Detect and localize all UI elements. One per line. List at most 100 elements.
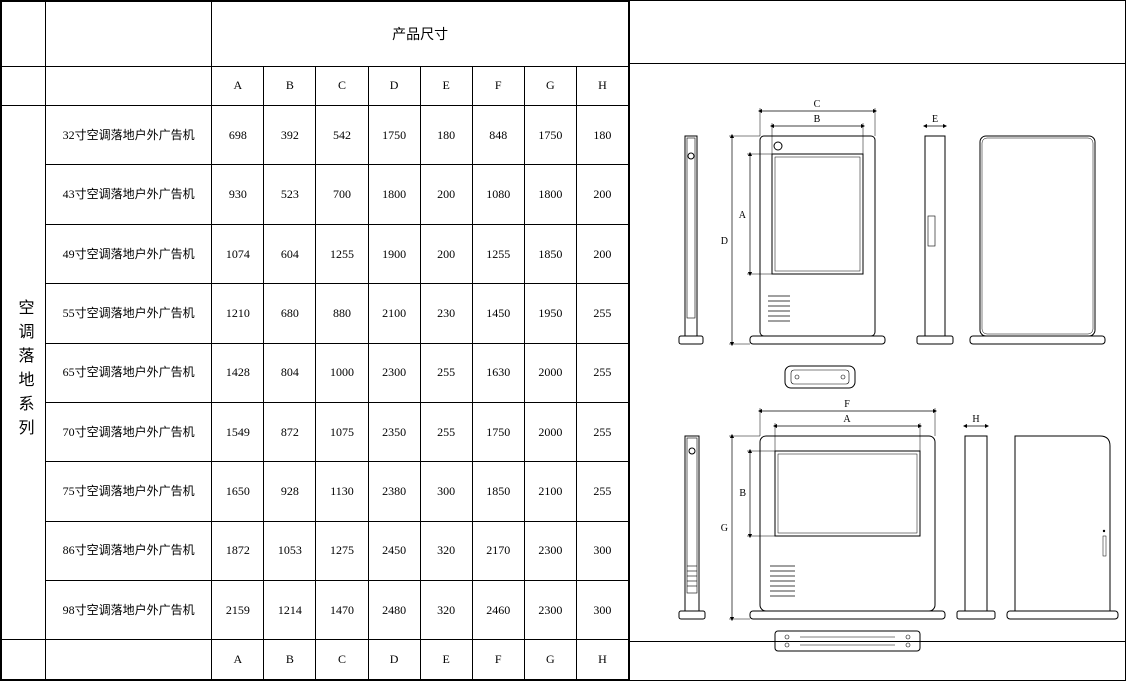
dim-cell: 1950	[524, 284, 576, 343]
blank-cell	[46, 2, 212, 67]
dim-cell: 1630	[472, 343, 524, 402]
col-header: F	[472, 66, 524, 106]
dim-label-b2: B	[739, 488, 746, 499]
product-name: 70寸空调落地户外广告机	[46, 402, 212, 461]
dim-cell: 680	[264, 284, 316, 343]
dim-cell: 1080	[472, 165, 524, 224]
col-footer: B	[264, 640, 316, 680]
dim-cell: 255	[576, 284, 628, 343]
dim-cell: 604	[264, 224, 316, 283]
title-row: 产品尺寸	[2, 2, 629, 67]
table-title: 产品尺寸	[212, 2, 629, 67]
dim-cell: 1130	[316, 462, 368, 521]
product-diagrams: C B A D	[630, 1, 1125, 682]
dim-cell: 2450	[368, 521, 420, 580]
dim-cell: 804	[264, 343, 316, 402]
dim-cell: 1800	[368, 165, 420, 224]
col-footer: A	[212, 640, 264, 680]
dim-cell: 200	[576, 165, 628, 224]
dim-cell: 1872	[212, 521, 264, 580]
portrait-front-view: C B A D	[721, 99, 885, 344]
dim-cell: 2300	[368, 343, 420, 402]
dim-cell: 880	[316, 284, 368, 343]
dim-cell: 2480	[368, 581, 420, 640]
dim-cell: 255	[576, 343, 628, 402]
dim-label-b: B	[814, 114, 821, 125]
dim-cell: 1075	[316, 402, 368, 461]
col-header: B	[264, 66, 316, 106]
dim-cell: 2100	[368, 284, 420, 343]
product-name: 65寸空调落地户外广告机	[46, 343, 212, 402]
dim-cell: 1450	[472, 284, 524, 343]
dim-cell: 1750	[524, 106, 576, 165]
product-name: 75寸空调落地户外广告机	[46, 462, 212, 521]
dim-cell: 1275	[316, 521, 368, 580]
portrait-back-side: E	[917, 114, 953, 344]
dim-cell: 230	[420, 284, 472, 343]
blank-cell	[2, 640, 46, 680]
dim-cell: 1210	[212, 284, 264, 343]
table-row: 55寸空调落地户外广告机 1210 680 880 2100 230 1450 …	[2, 284, 629, 343]
dim-cell: 1900	[368, 224, 420, 283]
product-name: 32寸空调落地户外广告机	[46, 106, 212, 165]
dim-cell: 2159	[212, 581, 264, 640]
category-label: 空调落地系列	[12, 299, 36, 443]
dim-label-h: H	[972, 414, 979, 425]
dim-cell: 700	[316, 165, 368, 224]
dim-cell: 523	[264, 165, 316, 224]
col-header: E	[420, 66, 472, 106]
table-row: 49寸空调落地户外广告机 1074 604 1255 1900 200 1255…	[2, 224, 629, 283]
dim-cell: 2300	[524, 581, 576, 640]
dim-label-g: G	[721, 523, 728, 534]
col-footer: F	[472, 640, 524, 680]
dim-cell: 320	[420, 521, 472, 580]
dim-cell: 1255	[316, 224, 368, 283]
col-footer: H	[576, 640, 628, 680]
col-footer: E	[420, 640, 472, 680]
dim-cell: 1255	[472, 224, 524, 283]
dim-cell: 2100	[524, 462, 576, 521]
dim-cell: 1470	[316, 581, 368, 640]
blank-cell	[46, 66, 212, 106]
product-name: 98寸空调落地户外广告机	[46, 581, 212, 640]
landscape-front-view: F A B G	[721, 399, 945, 619]
dim-cell: 872	[264, 402, 316, 461]
dim-cell: 255	[576, 462, 628, 521]
dim-label-a2: A	[843, 414, 851, 425]
dim-label-a: A	[739, 210, 747, 221]
blank-cell	[46, 640, 212, 680]
dim-cell: 698	[212, 106, 264, 165]
dim-cell: 200	[420, 165, 472, 224]
portrait-kiosk-group: C B A D	[679, 99, 1105, 388]
dim-cell: 180	[576, 106, 628, 165]
product-name: 43寸空调落地户外广告机	[46, 165, 212, 224]
blank-cell	[2, 66, 46, 106]
dim-cell: 1428	[212, 343, 264, 402]
dim-cell: 2350	[368, 402, 420, 461]
spec-table: 产品尺寸 A B C D E F G H 空调落地系列 32寸空调落地户外广告机…	[1, 1, 629, 680]
dim-cell: 1800	[524, 165, 576, 224]
dim-cell: 255	[576, 402, 628, 461]
col-footer: C	[316, 640, 368, 680]
dim-cell: 392	[264, 106, 316, 165]
dim-cell: 1750	[472, 402, 524, 461]
dim-cell: 1650	[212, 462, 264, 521]
table-row: 空调落地系列 32寸空调落地户外广告机 698 392 542 1750 180…	[2, 106, 629, 165]
dim-cell: 928	[264, 462, 316, 521]
landscape-back-side: H	[957, 414, 995, 619]
product-name: 49寸空调落地户外广告机	[46, 224, 212, 283]
dim-cell: 300	[576, 521, 628, 580]
col-header: H	[576, 66, 628, 106]
diagram-area: C B A D	[630, 0, 1126, 681]
dim-label-d: D	[721, 236, 728, 247]
landscape-base-detail	[775, 631, 920, 651]
dim-cell: 2170	[472, 521, 524, 580]
table-row: 70寸空调落地户外广告机 1549 872 1075 2350 255 1750…	[2, 402, 629, 461]
dim-cell: 200	[420, 224, 472, 283]
dim-cell: 180	[420, 106, 472, 165]
dim-cell: 2460	[472, 581, 524, 640]
dim-cell: 200	[576, 224, 628, 283]
dim-cell: 255	[420, 402, 472, 461]
dim-cell: 1850	[524, 224, 576, 283]
table-row: 75寸空调落地户外广告机 1650 928 1130 2380 300 1850…	[2, 462, 629, 521]
